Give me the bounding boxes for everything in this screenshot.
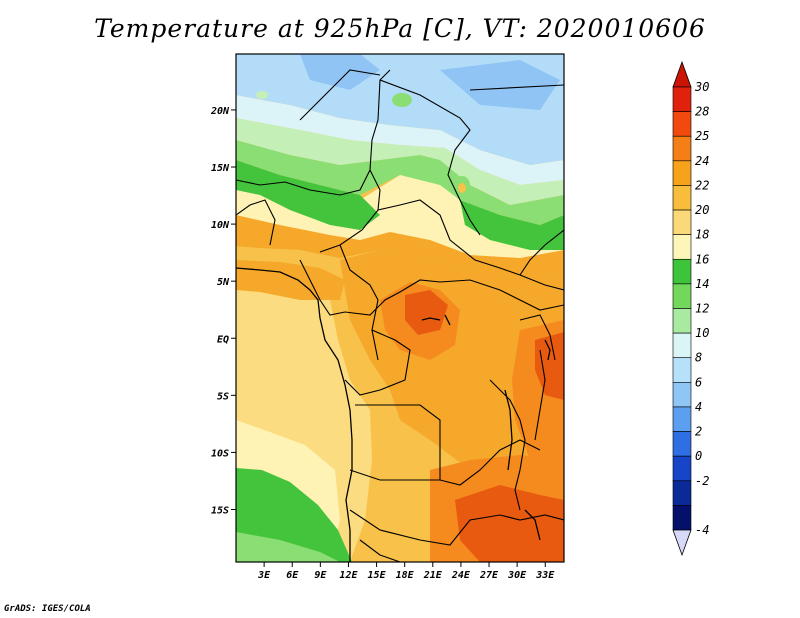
lon-tick-label: 33E	[535, 570, 555, 581]
colorbar-label: 14	[695, 277, 709, 291]
colorbar-label: 10	[695, 326, 709, 340]
lat-tick-label: 10N	[211, 220, 230, 231]
colorbar-swatch	[672, 111, 692, 137]
lat-tick-label: 10S	[211, 448, 229, 459]
lon-tick-label: 3E	[257, 570, 271, 581]
map-frame	[235, 53, 565, 563]
country-borders	[236, 69, 564, 562]
lon-tick-label: 24E	[451, 570, 471, 581]
colorbar-label: 22	[695, 178, 709, 192]
lon-tick-label: 9E	[314, 570, 327, 581]
field-se-red	[455, 485, 564, 562]
grads-credit: GrADS: IGES/COLA	[4, 604, 91, 614]
colorbar-swatch	[672, 86, 692, 112]
coastline	[236, 267, 353, 562]
colorbar-swatch	[672, 135, 692, 162]
lon-tick-label: 15E	[368, 570, 387, 581]
lon-tick-label: 6E	[286, 570, 299, 581]
colorbar-label: 20	[695, 203, 709, 217]
field-pale-blue	[236, 95, 564, 185]
colorbar-swatch	[672, 160, 692, 186]
field-green-band	[236, 160, 380, 230]
colorbar-label: 0	[695, 449, 702, 463]
field-blue-ne	[440, 60, 560, 110]
colorbar-label: 4	[695, 400, 702, 414]
field-sw-light-green	[236, 532, 340, 562]
lat-tick-label: 5S	[217, 391, 229, 402]
colorbar-label: -4	[695, 523, 709, 537]
lat-tick-label: 15N	[211, 163, 230, 174]
map-field	[236, 54, 564, 562]
colorbar-swatch	[672, 431, 692, 457]
colorbar-swatch	[672, 283, 692, 309]
colorbar-swatch	[672, 308, 692, 334]
colorbar-label: 6	[695, 375, 702, 389]
colorbar-bottom-cap	[672, 529, 692, 557]
lakes	[421, 314, 551, 541]
field-green-east	[460, 200, 564, 250]
lon-tick-label: 18E	[396, 570, 415, 581]
field-blue	[300, 54, 380, 90]
field-green-speck-3	[256, 91, 268, 99]
field-central-red	[405, 290, 448, 335]
colorbar-top-cap	[672, 60, 692, 88]
colorbar-swatch	[672, 258, 692, 285]
colorbar-label: 25	[695, 129, 709, 143]
colorbar-swatch	[672, 357, 692, 383]
field-orange-speck	[458, 183, 466, 193]
colorbar-label: 24	[695, 154, 709, 168]
colorbar-label: 28	[695, 105, 709, 119]
colorbar-label: 16	[695, 252, 709, 266]
field-green-speck-1	[392, 93, 412, 107]
lat-tick-label: 5N	[217, 277, 230, 288]
lat-tick-label: 20N	[210, 106, 230, 117]
lon-tick-label: 12E	[339, 570, 358, 581]
latitude-axis: 20N 15N 10N 5N EQ 5S 10S 15S	[210, 106, 236, 516]
colorbar-swatch	[672, 505, 692, 531]
colorbar-label: 30	[694, 80, 709, 94]
colorbar-swatch	[672, 234, 692, 260]
map-title: Temperature at 925hPa [C], VT: 202001060…	[94, 14, 706, 43]
colorbar-label: 8	[695, 351, 702, 365]
colorbar-label: 2	[695, 425, 702, 439]
colorbar-swatch	[672, 332, 692, 359]
colorbar-swatch	[672, 382, 692, 408]
colorbar-label: -2	[695, 474, 709, 488]
lon-tick-label: 30E	[507, 570, 527, 581]
lon-tick-label: 21E	[423, 570, 443, 581]
lat-tick-label: 15S	[211, 505, 229, 516]
colorbar-swatch	[672, 480, 692, 506]
field-east-red	[535, 332, 564, 400]
lon-tick-label: 27E	[479, 570, 499, 581]
longitude-axis: 3E 6E 9E 12E 15E 18E 21E 24E 27E 30E 33E	[257, 562, 555, 581]
colorbar-swatch	[672, 455, 692, 482]
field-light-green	[236, 140, 564, 225]
field-pale-green	[236, 118, 564, 205]
colorbar-label: 12	[695, 302, 709, 316]
colorbar-swatch	[672, 209, 692, 235]
lat-tick-label: EQ	[217, 334, 229, 345]
colorbar-swatch	[672, 406, 692, 432]
colorbar-label: 18	[695, 228, 709, 242]
colorbar-swatch	[672, 185, 692, 211]
